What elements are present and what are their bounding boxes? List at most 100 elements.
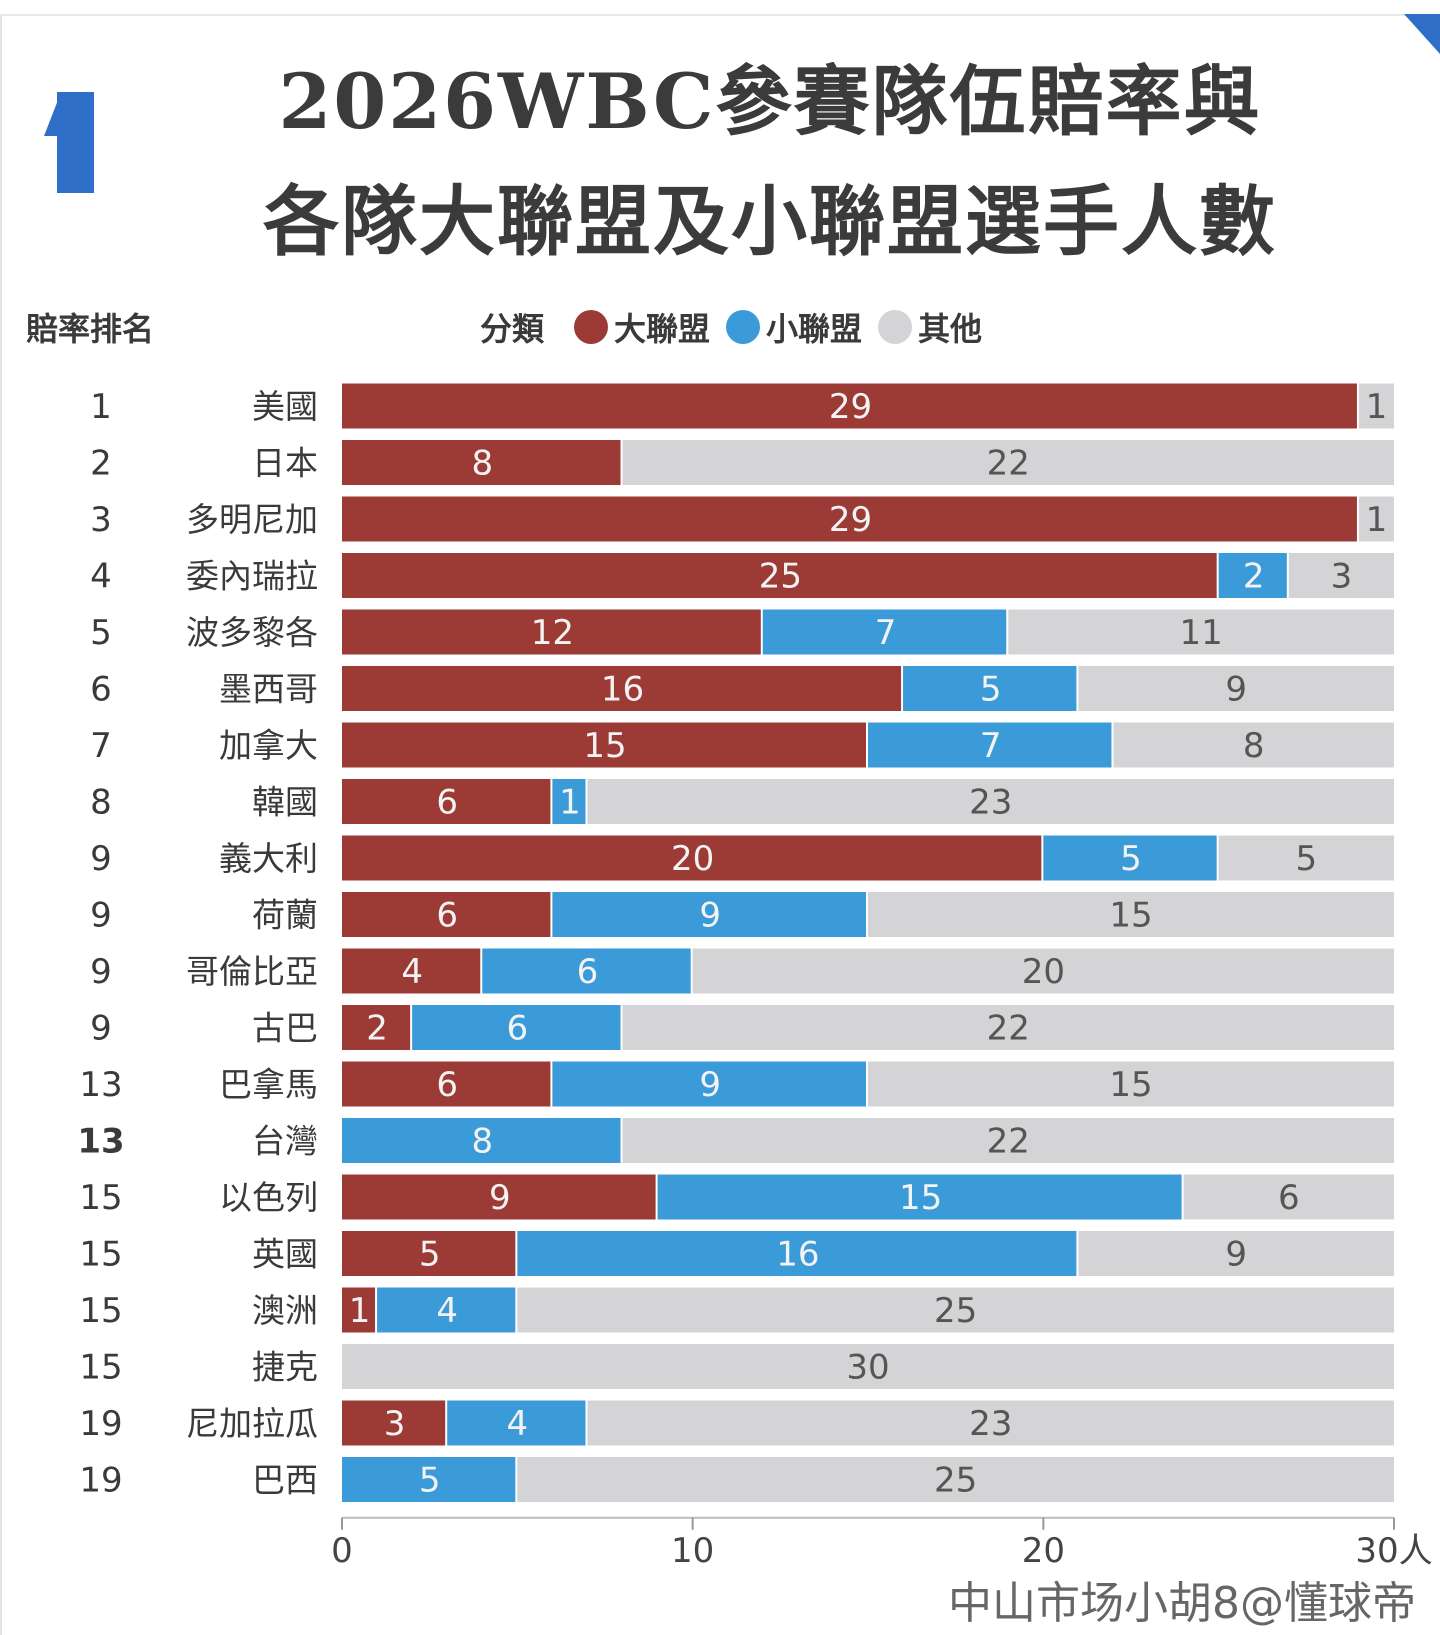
bar-segment-other [1358, 383, 1394, 429]
bar-segment-other [622, 1118, 1394, 1163]
bar-segment-major [342, 1400, 446, 1446]
data-label: 25 [934, 1461, 977, 1501]
data-label: 22 [987, 1122, 1030, 1162]
category-label: 日本 [252, 444, 318, 483]
accent-notch [44, 100, 58, 136]
bar-segment-minor [552, 892, 866, 937]
data-label: 9 [1225, 1235, 1247, 1275]
bar-segment-minor [517, 1231, 1077, 1276]
bar-segment-minor [377, 1287, 516, 1333]
rank-label: 15 [79, 1291, 122, 1331]
bar-segment-major [342, 1287, 376, 1333]
bar-segment-other [1183, 1174, 1394, 1220]
bar-segment-minor [552, 1061, 866, 1107]
data-label: 4 [401, 952, 423, 992]
rank-header: 賠率排名 [26, 310, 155, 348]
data-label: 16 [601, 670, 644, 710]
rank-label: 13 [77, 1122, 124, 1162]
data-label: 15 [899, 1178, 942, 1218]
bar-segment-other [517, 1287, 1394, 1333]
category-label: 巴拿馬 [219, 1065, 318, 1104]
category-label: 韓國 [252, 783, 318, 822]
bar-segment-other [342, 1344, 1394, 1389]
data-label: 8 [1243, 726, 1265, 766]
bar-segment-major [342, 666, 902, 711]
data-label: 1 [1366, 387, 1388, 427]
rank-label: 9 [90, 952, 112, 992]
data-label: 5 [419, 1235, 441, 1275]
category-label: 加拿大 [219, 726, 318, 765]
rank-label: 13 [79, 1065, 122, 1105]
data-label: 1 [1366, 500, 1388, 540]
data-label: 15 [1109, 896, 1152, 936]
bar-segment-other [517, 1457, 1394, 1502]
data-label: 20 [1022, 952, 1065, 992]
bar-segment-minor [1218, 553, 1287, 598]
rank-label: 1 [90, 387, 112, 427]
bar-segment-major [342, 1061, 551, 1107]
data-label: 6 [1278, 1178, 1300, 1218]
data-label: 1 [349, 1291, 371, 1331]
data-label: 29 [829, 387, 872, 427]
category-label: 墨西哥 [219, 670, 318, 709]
bar-segment-other [622, 1005, 1394, 1050]
bar-segment-minor [1043, 835, 1217, 881]
data-label: 15 [583, 726, 626, 766]
bar-segment-minor [482, 948, 691, 994]
bar-segment-other [868, 892, 1394, 937]
rank-label: 7 [90, 726, 112, 766]
legend-dot-major [574, 310, 609, 344]
bar-segment-other [1218, 835, 1394, 881]
bar-segment-major [342, 609, 761, 655]
watermark: 中山市场小胡8@懂球帝 [948, 1578, 1416, 1629]
rank-label: 19 [79, 1404, 122, 1444]
legend-item-other: 其他 [878, 304, 982, 350]
category-label: 台灣 [252, 1122, 318, 1161]
data-label: 22 [987, 1009, 1030, 1049]
bar-segment-other [1358, 496, 1394, 542]
rank-label: 3 [90, 500, 112, 540]
data-label: 6 [577, 952, 599, 992]
corner-decoration [1404, 14, 1440, 54]
rank-label: 15 [79, 1235, 122, 1275]
category-label: 澳洲 [252, 1291, 318, 1330]
bar-segment-other [587, 779, 1394, 824]
bar-segment-major [342, 496, 1357, 542]
legend-label: 分類 [480, 310, 545, 348]
bar-segment-major [342, 892, 551, 937]
rank-label: 9 [90, 839, 112, 879]
rank-label: 5 [90, 613, 112, 653]
data-label: 8 [471, 444, 493, 484]
bar-segment-major [342, 779, 551, 824]
data-label: 23 [969, 1404, 1012, 1444]
data-label: 5 [980, 670, 1002, 710]
data-label: 6 [436, 896, 458, 936]
data-label: 4 [507, 1404, 529, 1444]
data-label: 15 [1109, 1065, 1152, 1105]
rank-label: 9 [90, 1009, 112, 1049]
bar-segment-minor [552, 779, 586, 824]
category-label: 捷克 [252, 1348, 318, 1387]
data-label: 9 [699, 1065, 721, 1105]
legend-item-major: 大聯盟 [574, 304, 710, 350]
rank-label: 19 [79, 1461, 122, 1501]
data-label: 7 [980, 726, 1002, 766]
data-label: 12 [531, 613, 574, 653]
data-label: 9 [1225, 670, 1247, 710]
category-label: 哥倫比亞 [186, 952, 318, 991]
data-label: 7 [875, 613, 897, 653]
rank-label: 4 [90, 557, 112, 597]
legend-item-minor: 小聯盟 [726, 304, 862, 350]
bar-segment-minor [342, 1118, 621, 1163]
bar-segment-major [342, 1231, 516, 1276]
category-label: 美國 [252, 387, 318, 426]
bar-segment-other [587, 1400, 1394, 1446]
data-label: 25 [759, 557, 802, 597]
legend-text-minor: 小聯盟 [766, 310, 863, 348]
chart-title-line1: 2026WBC參賽隊伍賠率與 [278, 57, 1262, 146]
bar-segment-minor [762, 609, 1007, 655]
legend: 分類 大聯盟 小聯盟 其他 [480, 304, 990, 350]
data-label: 9 [489, 1178, 511, 1218]
data-label: 22 [987, 444, 1030, 484]
category-label: 古巴 [252, 1009, 318, 1048]
